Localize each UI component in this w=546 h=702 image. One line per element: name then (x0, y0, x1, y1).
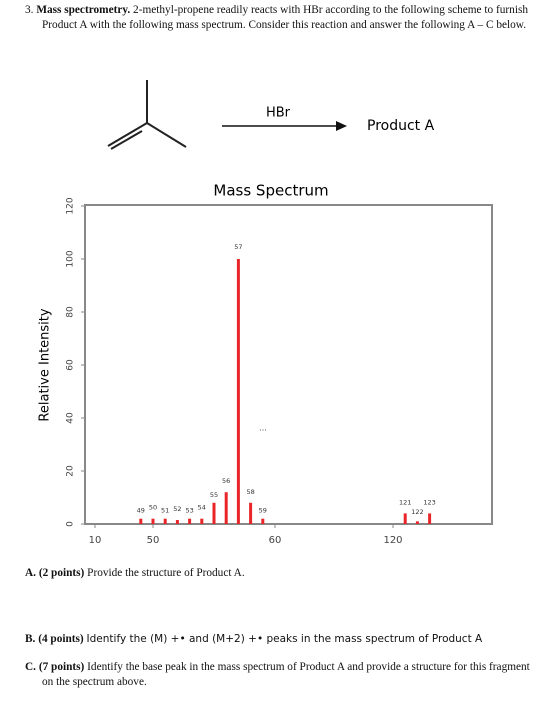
y-tick-label: 100 (66, 250, 76, 267)
question-title: Mass spectrometry. (36, 4, 131, 16)
question-text: 2-methyl-propene readily reacts with HBr… (42, 4, 529, 31)
alkene-structure (107, 80, 187, 150)
peak-label: 58 (246, 488, 254, 496)
plot-frame (84, 204, 493, 525)
y-tick-label: 80 (66, 306, 76, 318)
peak-label: 49 (137, 507, 145, 515)
y-tick-label: 40 (66, 412, 76, 424)
y-tick-label: 60 (66, 359, 76, 371)
part-label: C. (25, 661, 36, 673)
peak (175, 520, 179, 524)
y-tick-label: 0 (66, 521, 76, 527)
peak-label: 121 (399, 498, 411, 506)
peak (188, 518, 192, 524)
question-number: 3. (25, 4, 34, 16)
question: 3. Mass spectrometry. 2-methyl-propene r… (25, 3, 546, 33)
peak-label: 123 (423, 498, 435, 506)
part-text: Identify the (M) +• and (M+2) +• peaks i… (86, 633, 483, 645)
peak-label: 50 (149, 504, 157, 512)
part-b: B. (4 points) Identify the (M) +• and (M… (25, 632, 542, 647)
peak (236, 259, 240, 524)
part-points: (7 points) (38, 661, 85, 673)
y-tick-label: 20 (66, 465, 76, 477)
x-tick-label: 120 (383, 535, 402, 546)
part-text: Provide the structure of Product A. (87, 567, 245, 579)
part-points: (2 points) (38, 567, 85, 579)
peak-label: 57 (234, 243, 242, 251)
arrow-head (336, 121, 347, 131)
peak (200, 518, 204, 524)
peak (428, 513, 432, 524)
y-axis-label: Relative Intensity (38, 308, 53, 421)
peak-label: 55 (210, 491, 218, 499)
peak (139, 518, 143, 524)
peak (261, 518, 265, 524)
peak (403, 513, 407, 524)
peak-label: 54 (198, 504, 206, 512)
x-tick-label: 50 (147, 535, 160, 546)
part-c: C. (7 points) Identify the base peak in … (25, 660, 542, 690)
x-tick-label: 10 (89, 535, 102, 546)
part-text: Identify the base peak in the mass spect… (42, 661, 530, 688)
peak-label: 53 (185, 507, 193, 515)
peak (224, 492, 228, 524)
peak-label: 59 (259, 507, 267, 515)
peak (163, 518, 167, 524)
chart-title: Mass Spectrum (213, 182, 328, 200)
annotation: ... (259, 424, 267, 433)
reagent: HBr (266, 106, 291, 121)
peak-label: 51 (161, 507, 169, 515)
part-label: A. (25, 567, 36, 579)
peak (249, 502, 253, 524)
part-points: (4 points) (38, 633, 84, 645)
product: Product A (367, 118, 435, 134)
peak (212, 502, 216, 524)
x-tick-label: 60 (269, 535, 282, 546)
peak (151, 518, 155, 524)
y-tick-label: 120 (66, 197, 76, 214)
part-a: A. (2 points) Provide the structure of P… (25, 566, 542, 581)
peak-label: 56 (222, 477, 230, 485)
peak-label: 122 (411, 508, 423, 516)
part-label: B. (25, 633, 36, 645)
peak-label: 52 (173, 505, 181, 513)
peak (415, 521, 419, 524)
